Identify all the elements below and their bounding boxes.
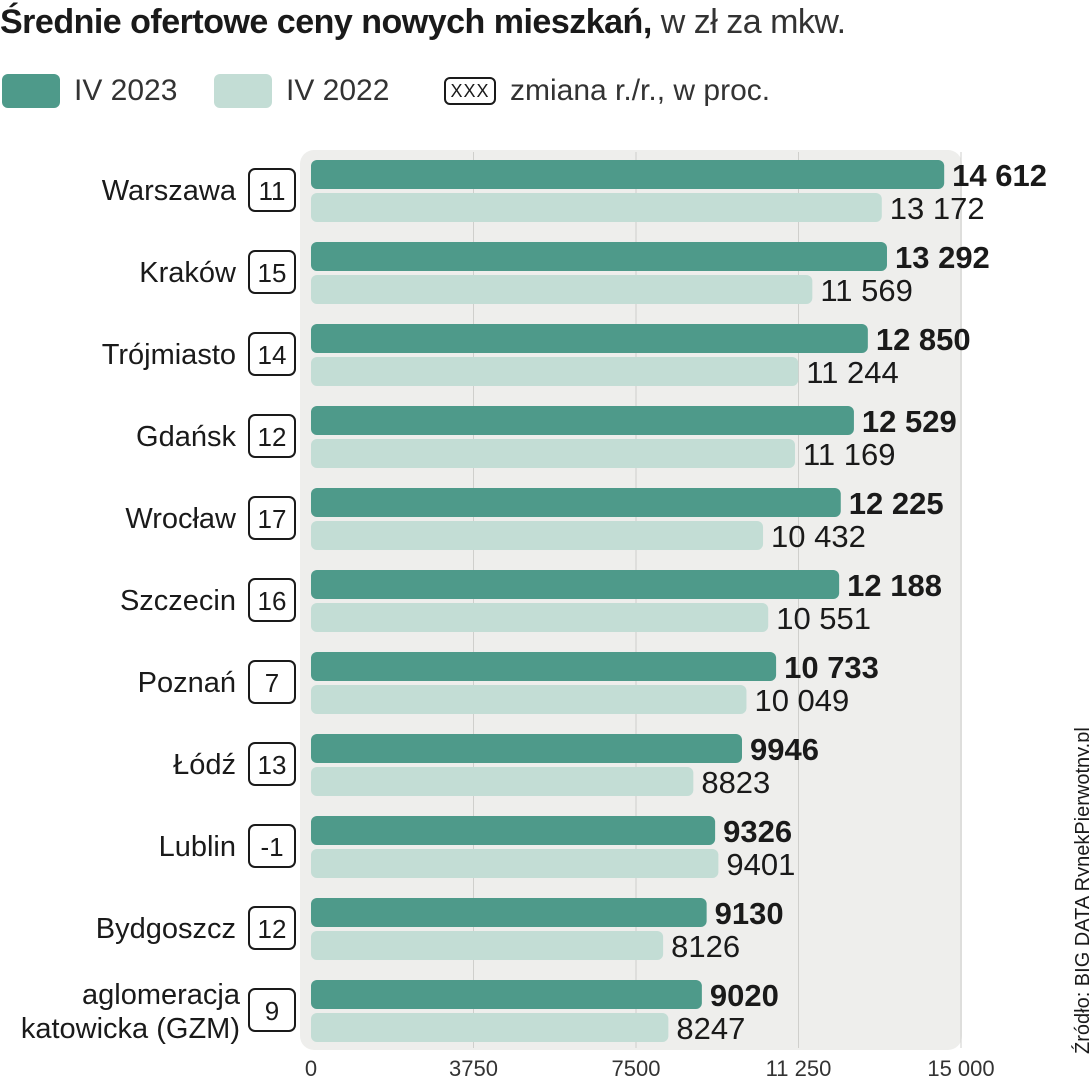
change-badge <box>248 168 296 212</box>
bar-iv-2023 <box>311 570 840 599</box>
change-badge <box>248 578 296 622</box>
legend-swatch-2023 <box>2 74 60 108</box>
chart-title-main: Średnie ofertowe ceny nowych mieszkań, <box>0 3 652 41</box>
change-badge-value: 9 <box>265 996 279 1026</box>
category-label-line: aglomeracja <box>82 979 241 1011</box>
category-label-line: katowicka (GZM) <box>21 1013 240 1045</box>
change-badge-value: 11 <box>259 176 286 206</box>
value-label-iv-2023: 9946 <box>750 732 819 767</box>
x-tick-label: 15 000 <box>927 1056 994 1080</box>
change-badge-value: 7 <box>265 668 279 698</box>
change-badge <box>248 250 296 294</box>
value-label-iv-2023: 12 529 <box>862 404 957 439</box>
bar-iv-2023 <box>311 488 841 517</box>
bar-iv-2022 <box>311 275 813 304</box>
legend-label-2022: IV 2022 <box>286 74 390 107</box>
value-label-iv-2023: 9326 <box>723 814 792 849</box>
category-label: aglomeracja katowicka (GZM) <box>21 979 241 1045</box>
change-badge <box>248 332 296 376</box>
bar-iv-2022 <box>311 931 664 960</box>
x-tick-label: 0 <box>305 1056 317 1080</box>
x-tick-label: 7500 <box>612 1056 661 1080</box>
change-badge-value: 15 <box>258 258 287 288</box>
category-label: Trójmiasto <box>102 339 236 371</box>
bar-iv-2023 <box>311 242 887 271</box>
bar-iv-2022 <box>311 767 694 796</box>
bar-iv-2022 <box>311 521 764 550</box>
value-label-iv-2022: 9401 <box>726 847 795 882</box>
x-tick-label: 11 250 <box>766 1056 832 1080</box>
bar-iv-2023 <box>311 324 868 353</box>
change-badge-value: 13 <box>258 750 287 780</box>
bar-iv-2023 <box>311 652 777 681</box>
change-badge-value: -1 <box>260 832 283 862</box>
bar-iv-2022 <box>311 439 795 468</box>
bar-iv-2022 <box>311 849 719 878</box>
value-label-iv-2023: 9020 <box>710 978 779 1013</box>
change-badge <box>248 824 296 868</box>
legend-swatch-2022 <box>214 74 272 108</box>
change-badge <box>248 660 296 704</box>
category-label: Łódź <box>173 749 236 781</box>
value-label-iv-2022: 11 169 <box>803 437 896 472</box>
legend-change-box: XXX <box>444 77 496 105</box>
value-label-iv-2022: 11 244 <box>806 355 899 390</box>
bar-iv-2023 <box>311 980 702 1009</box>
category-label: Bydgoszcz <box>96 913 236 945</box>
chart-title: Średnie ofertowe ceny nowych mieszkań, w… <box>0 2 1089 42</box>
x-tick-label: 3750 <box>449 1056 498 1080</box>
change-badge-value: 14 <box>258 340 287 370</box>
value-label-iv-2022: 10 432 <box>771 519 866 554</box>
category-label: Wrocław <box>125 503 237 535</box>
legend-item-2022: IV 2022 <box>214 74 389 108</box>
change-badge-value: 17 <box>258 504 287 534</box>
value-label-iv-2022: 11 569 <box>820 273 913 308</box>
legend-item-2023: IV 2023 <box>2 74 177 108</box>
value-label-iv-2023: 9130 <box>715 896 784 931</box>
bar-iv-2022 <box>311 357 799 386</box>
category-label: Poznań <box>138 667 236 699</box>
value-label-iv-2023: 10 733 <box>784 650 879 685</box>
value-label-iv-2022: 10 049 <box>754 683 849 718</box>
change-badge <box>248 988 296 1032</box>
value-label-iv-2022: 8823 <box>701 765 770 800</box>
value-label-iv-2022: 10 551 <box>776 601 871 636</box>
value-label-iv-2023: 13 292 <box>895 240 990 275</box>
value-label-iv-2023: 12 188 <box>847 568 942 603</box>
bar-iv-2023 <box>311 898 707 927</box>
value-label-iv-2023: 12 225 <box>849 486 944 521</box>
bar-iv-2022 <box>311 193 882 222</box>
change-badge <box>248 414 296 458</box>
legend-label-2023: IV 2023 <box>74 74 178 107</box>
change-badge-value: 16 <box>258 586 287 616</box>
category-label: Szczecin <box>120 585 236 617</box>
source-note: Źródło: BIG DATA RynekPierwotny.pl <box>1072 727 1089 1054</box>
bar-iv-2023 <box>311 816 716 845</box>
category-label: Kraków <box>139 257 237 289</box>
bar-iv-2022 <box>311 685 747 714</box>
change-badge-value: 12 <box>258 914 287 944</box>
category-label: Warszawa <box>102 175 237 207</box>
value-label-iv-2022: 13 172 <box>890 191 985 226</box>
chart-title-unit: w zł za mkw. <box>651 3 846 41</box>
value-label-iv-2022: 8126 <box>671 929 740 964</box>
change-badge <box>248 906 296 950</box>
legend-item-change: XXX zmiana r./r., w proc. <box>444 74 770 108</box>
category-label: Lublin <box>159 831 236 863</box>
change-badge-value: 12 <box>258 422 287 452</box>
bar-iv-2023 <box>311 734 742 763</box>
category-label: Gdańsk <box>136 421 236 453</box>
value-label-iv-2022: 8247 <box>676 1011 745 1046</box>
bar-iv-2023 <box>311 160 945 189</box>
bar-iv-2022 <box>311 1013 669 1042</box>
legend-label-change: zmiana r./r., w proc. <box>510 74 771 107</box>
bar-iv-2022 <box>311 603 769 632</box>
value-label-iv-2023: 12 850 <box>876 322 971 357</box>
value-label-iv-2023: 14 612 <box>952 158 1047 193</box>
bar-iv-2023 <box>311 406 854 435</box>
change-badge <box>248 496 296 540</box>
change-badge <box>248 742 296 786</box>
